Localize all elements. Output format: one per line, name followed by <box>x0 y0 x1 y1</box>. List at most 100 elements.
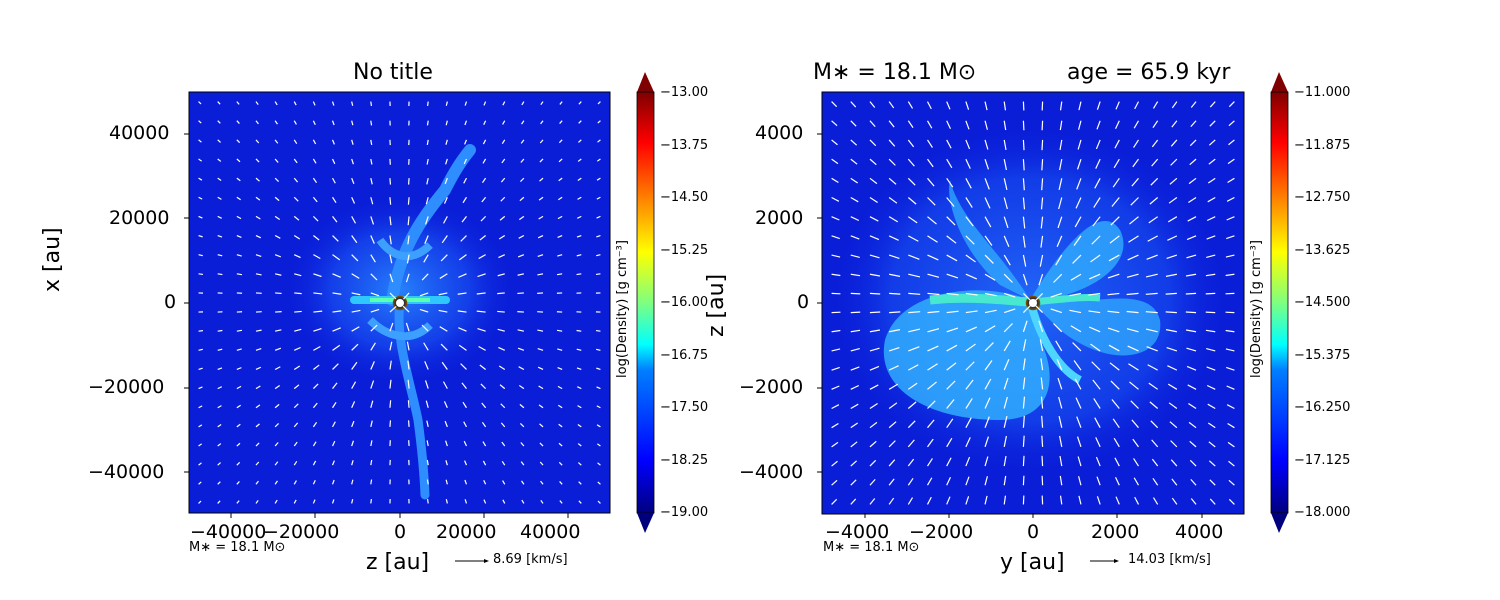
velocity-arrow <box>538 215 544 220</box>
velocity-arrow <box>557 404 563 409</box>
velocity-arrow <box>869 498 876 505</box>
velocity-arrow <box>946 476 952 486</box>
velocity-arrow <box>1114 139 1120 149</box>
velocity-arrow <box>217 254 223 257</box>
velocity-arrow <box>1189 158 1197 166</box>
velocity-arrow <box>1003 273 1013 283</box>
velocity-arrow <box>370 197 374 205</box>
velocity-arrow <box>888 254 900 260</box>
left-x-tick: 0 <box>394 521 407 543</box>
velocity-arrow <box>1205 273 1216 277</box>
velocity-arrow <box>481 196 487 203</box>
velocity-arrow <box>1190 101 1197 108</box>
velocity-arrow <box>908 346 920 352</box>
velocity-arrow <box>1107 273 1120 279</box>
velocity-arrow <box>577 443 582 447</box>
right-y-tick: 0 <box>797 291 810 313</box>
velocity-arrow <box>907 401 917 409</box>
velocity-arrow <box>927 235 938 243</box>
velocity-arrow <box>850 177 859 184</box>
velocity-arrow <box>559 101 563 105</box>
velocity-arrow <box>274 158 279 163</box>
velocity-arrow <box>1189 440 1197 448</box>
velocity-arrow <box>1108 254 1120 262</box>
velocity-arrow <box>1096 496 1101 505</box>
velocity-arrow <box>332 292 342 295</box>
velocity-arrow <box>426 459 429 466</box>
velocity-arrow <box>440 343 448 351</box>
velocity-arrow <box>217 101 221 105</box>
velocity-arrow <box>831 404 840 410</box>
left-cbar-tick: −13.75 <box>660 138 709 153</box>
velocity-arrow <box>217 481 221 485</box>
velocity-arrow <box>332 401 337 409</box>
velocity-arrow <box>1190 498 1197 505</box>
velocity-arrow <box>370 308 380 313</box>
velocity-arrow <box>331 177 336 184</box>
velocity-arrow <box>426 498 429 504</box>
velocity-arrow <box>351 420 355 428</box>
velocity-arrow <box>831 348 841 352</box>
velocity-arrow <box>1206 384 1216 390</box>
velocity-arrow <box>198 139 202 143</box>
velocity-arrow <box>370 380 375 389</box>
velocity-arrow <box>927 273 940 278</box>
velocity-arrow <box>850 216 860 222</box>
velocity-arrow <box>255 366 262 371</box>
velocity-arrow <box>312 383 319 390</box>
velocity-arrow <box>965 496 970 505</box>
velocity-arrow <box>313 327 322 332</box>
velocity-arrow <box>294 310 302 313</box>
velocity-arrow <box>1090 254 1101 263</box>
velocity-arrow <box>539 442 544 447</box>
velocity-arrow <box>502 120 506 125</box>
velocity-arrow <box>597 500 601 504</box>
velocity-arrow <box>850 422 859 429</box>
velocity-arrow <box>1003 254 1011 266</box>
velocity-arrow <box>478 345 486 351</box>
velocity-arrow <box>198 367 203 371</box>
velocity-arrow <box>217 500 221 504</box>
velocity-arrow <box>1185 311 1197 314</box>
left-y-tick: −40000 <box>88 461 165 483</box>
velocity-arrow <box>888 402 898 409</box>
velocity-arrow <box>537 366 544 371</box>
velocity-arrow <box>351 101 354 106</box>
velocity-arrow <box>236 196 241 201</box>
velocity-arrow <box>331 101 335 106</box>
velocity-arrow <box>1096 120 1101 130</box>
velocity-arrow <box>444 420 448 428</box>
velocity-arrow <box>421 273 429 281</box>
velocity-arrow <box>332 344 341 351</box>
velocity-arrow <box>1003 377 1009 390</box>
velocity-arrow <box>1114 120 1120 130</box>
velocity-arrow <box>443 197 448 204</box>
velocity-arrow <box>984 235 993 246</box>
velocity-arrow <box>274 366 281 371</box>
velocity-arrow <box>984 309 997 314</box>
velocity-arrow <box>558 158 563 163</box>
velocity-arrow <box>1130 400 1139 409</box>
velocity-arrow <box>888 197 898 204</box>
velocity-arrow <box>483 480 487 485</box>
velocity-arrow <box>831 235 840 240</box>
velocity-arrow <box>332 216 338 223</box>
velocity-arrow <box>850 196 859 203</box>
velocity-arrow <box>274 403 280 409</box>
velocity-arrow <box>946 158 953 169</box>
velocity-arrow <box>1092 216 1101 227</box>
velocity-arrow <box>1057 377 1063 390</box>
velocity-arrow <box>1152 120 1159 129</box>
velocity-arrow <box>1187 216 1197 222</box>
velocity-arrow <box>1057 216 1063 229</box>
velocity-arrow <box>576 329 582 332</box>
velocity-arrow <box>294 273 302 277</box>
velocity-arrow <box>869 196 878 203</box>
velocity-arrow <box>537 234 544 239</box>
velocity-arrow <box>293 196 299 202</box>
velocity-arrow <box>255 215 261 220</box>
velocity-arrow <box>274 254 282 258</box>
velocity-arrow <box>869 235 880 241</box>
velocity-arrow <box>351 254 359 262</box>
velocity-arrow <box>596 215 601 219</box>
